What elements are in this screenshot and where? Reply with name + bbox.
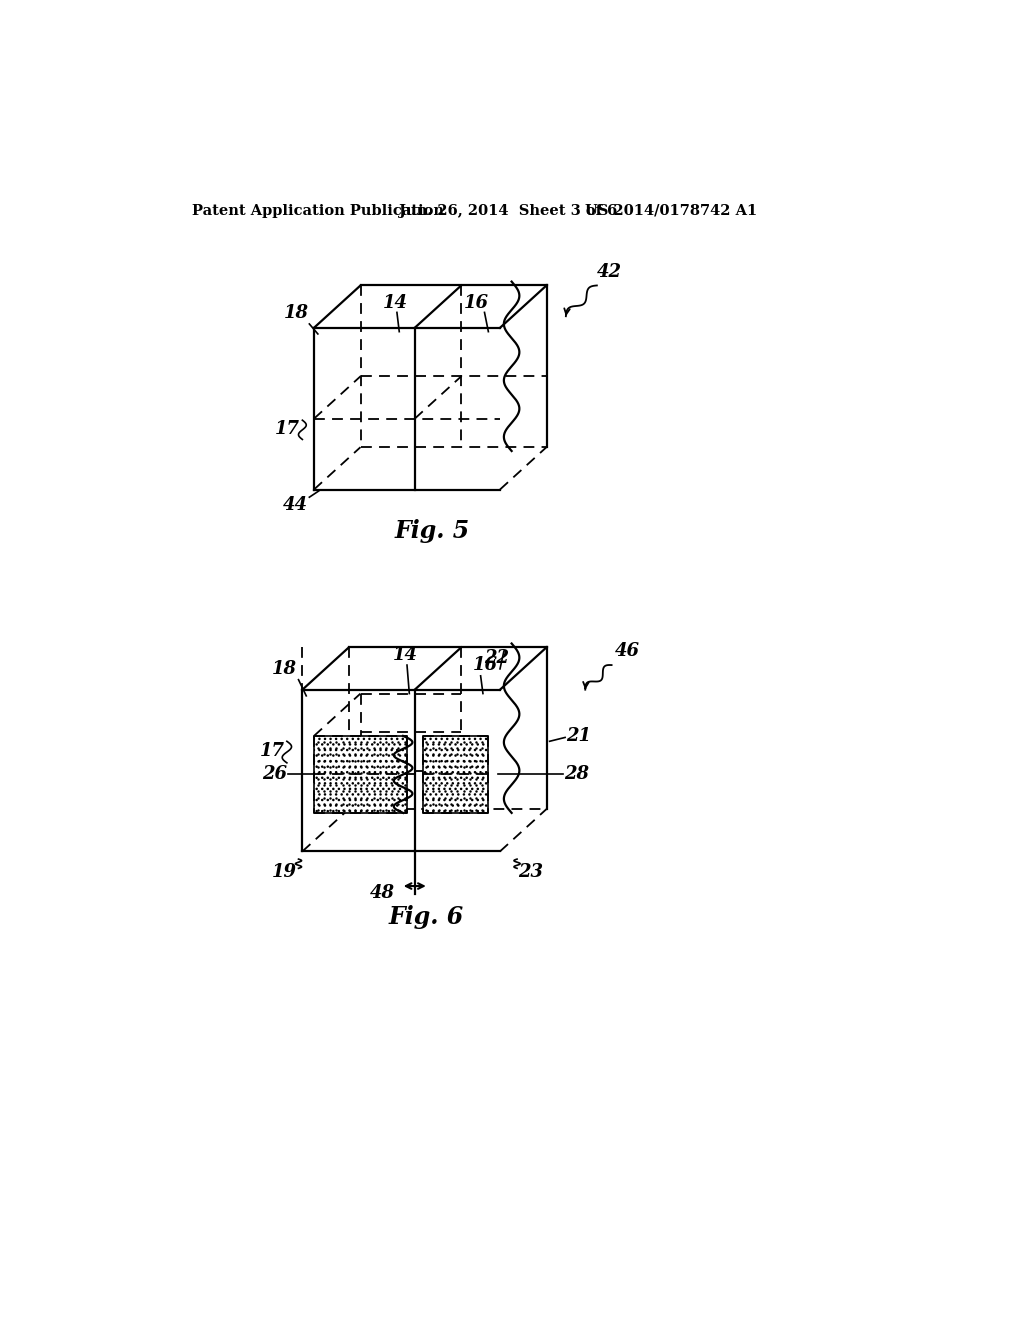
Text: 14: 14 bbox=[393, 645, 418, 664]
Bar bbox=[423, 737, 488, 813]
Text: 23: 23 bbox=[518, 863, 543, 880]
Text: 14: 14 bbox=[383, 294, 408, 313]
Text: 42: 42 bbox=[597, 264, 622, 281]
Text: Fig. 6: Fig. 6 bbox=[389, 904, 464, 929]
Text: 26: 26 bbox=[262, 766, 287, 783]
Text: Fig. 5: Fig. 5 bbox=[394, 519, 469, 543]
Text: 16: 16 bbox=[464, 294, 489, 313]
Text: US 2014/0178742 A1: US 2014/0178742 A1 bbox=[586, 203, 758, 218]
Text: 18: 18 bbox=[284, 305, 308, 322]
Text: 18: 18 bbox=[272, 660, 297, 678]
Text: 48: 48 bbox=[371, 884, 395, 902]
Text: 21: 21 bbox=[566, 727, 591, 744]
Text: 19: 19 bbox=[272, 863, 297, 880]
Text: Patent Application Publication: Patent Application Publication bbox=[191, 203, 443, 218]
Text: 17: 17 bbox=[259, 742, 285, 760]
Bar bbox=[314, 737, 407, 813]
Text: 46: 46 bbox=[614, 643, 640, 660]
Text: Jun. 26, 2014  Sheet 3 of 6: Jun. 26, 2014 Sheet 3 of 6 bbox=[399, 203, 617, 218]
Text: 44: 44 bbox=[283, 496, 308, 513]
Text: 17: 17 bbox=[275, 421, 300, 438]
Bar bbox=[423, 737, 488, 813]
Bar bbox=[314, 737, 407, 813]
Text: 22: 22 bbox=[484, 648, 509, 667]
Text: 28: 28 bbox=[564, 766, 590, 783]
Text: 16: 16 bbox=[473, 656, 498, 675]
